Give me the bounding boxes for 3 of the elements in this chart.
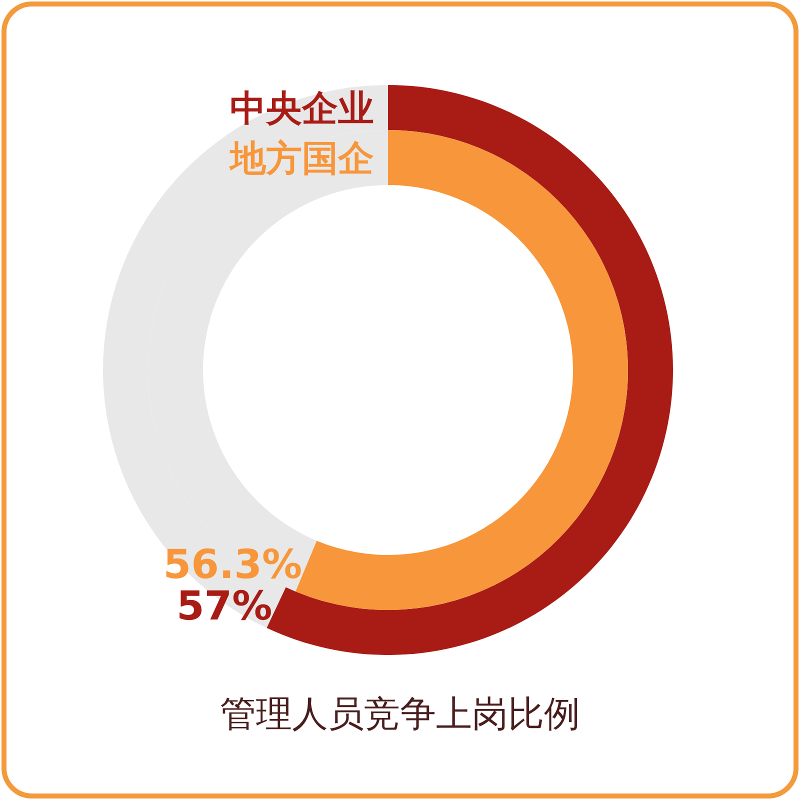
text: 管理人员竞争上岗比例	[220, 694, 580, 735]
slice-label: 中央企业	[230, 88, 374, 130]
slice-label: 地方国企	[228, 138, 374, 180]
